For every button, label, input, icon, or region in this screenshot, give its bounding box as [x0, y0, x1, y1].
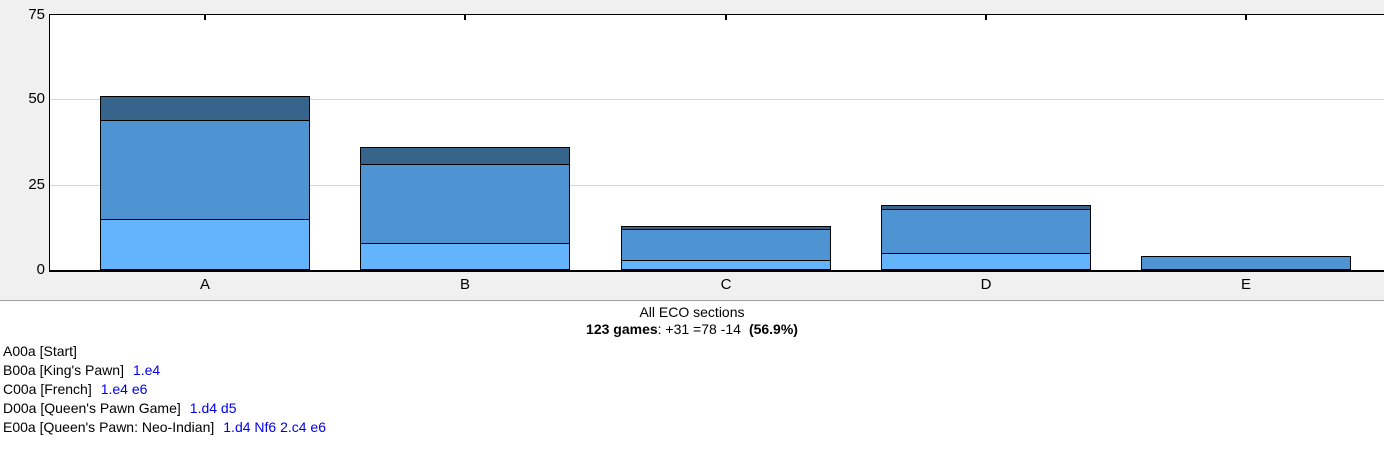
bar-segment-losses-A	[100, 96, 310, 121]
x-axis-category-label: C	[720, 276, 732, 293]
bar-segment-losses-C	[621, 226, 831, 230]
bar-segment-losses-B	[360, 147, 570, 165]
eco-code-label: D00a [Queen's Pawn Game]	[3, 400, 181, 416]
eco-list-item: D00a [Queen's Pawn Game] 1.d4 d5	[3, 399, 326, 418]
score-percent: (56.9%)	[748, 321, 798, 337]
y-axis-tick-label: 50	[28, 90, 45, 107]
eco-list-item: A00a [Start]	[3, 342, 326, 361]
eco-moves-link[interactable]: 1.e4	[132, 362, 161, 378]
bar-segment-wins-D	[881, 253, 1091, 270]
eco-section-list: A00a [Start] B00a [King's Pawn] 1.e4 C00a…	[3, 342, 326, 437]
bar-segment-losses-D	[881, 205, 1091, 210]
y-axis-tick-label: 25	[28, 176, 45, 193]
bar-segment-wins-C	[621, 260, 831, 270]
chart-caption-title: All ECO sections	[639, 304, 745, 320]
results-breakdown: : +31 =78 -14	[657, 321, 741, 337]
eco-list-item: C00a [French] 1.e4 e6	[3, 380, 326, 399]
x-axis-category-label: B	[459, 276, 470, 293]
x-axis-category-label: A	[199, 276, 210, 293]
bar-segment-draws-E	[1141, 256, 1351, 270]
bar-segment-draws-B	[360, 164, 570, 244]
eco-moves-link[interactable]: 1.d4 d5	[189, 400, 237, 416]
eco-code-label: B00a [King's Pawn]	[3, 362, 124, 378]
bar-segment-wins-B	[360, 243, 570, 270]
x-axis-category-label: D	[980, 276, 992, 293]
top-axis-tick	[1245, 15, 1247, 20]
chart-caption-stats: 123 games: +31 =78 -14 (56.9%)	[0, 321, 1384, 338]
grid-line	[50, 99, 1384, 100]
bar-segment-draws-A	[100, 120, 310, 220]
games-count: 123 games	[586, 321, 658, 337]
eco-moves-link[interactable]: 1.e4 e6	[100, 381, 148, 397]
bar-segment-draws-C	[621, 229, 831, 261]
x-axis-category-label: E	[1240, 276, 1251, 293]
bar-segment-draws-D	[881, 209, 1091, 254]
eco-code-label: A00a [Start]	[3, 343, 77, 359]
top-axis-tick	[725, 15, 727, 20]
eco-bar-chart: 75 50 25 0 A B C D E	[0, 0, 1384, 301]
eco-code-label: C00a [French]	[3, 381, 92, 397]
eco-list-item: B00a [King's Pawn] 1.e4	[3, 361, 326, 380]
top-axis-tick	[464, 15, 466, 20]
x-axis-baseline	[49, 270, 1384, 272]
y-axis-tick-label: 0	[36, 261, 45, 278]
y-axis-tick-label: 75	[28, 6, 45, 23]
chart-summary: All ECO sections 123 games: +31 =78 -14 (…	[0, 304, 1384, 338]
top-axis-tick	[985, 15, 987, 20]
eco-code-label: E00a [Queen's Pawn: Neo-Indian]	[3, 419, 215, 435]
eco-moves-link[interactable]: 1.d4 Nf6 2.c4 e6	[223, 419, 327, 435]
top-axis-tick	[204, 15, 206, 20]
grid-line	[50, 185, 1384, 186]
bar-segment-wins-A	[100, 219, 310, 270]
eco-list-item: E00a [Queen's Pawn: Neo-Indian] 1.d4 Nf6 …	[3, 418, 326, 437]
